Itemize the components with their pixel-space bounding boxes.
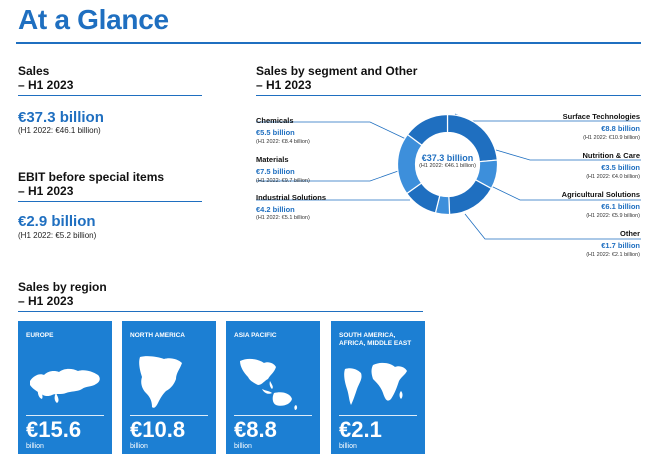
region-value: €15.6 bbox=[26, 417, 82, 442]
region-tile-south-america-africa-middle-east: SOUTH AMERICA, AFRICA, MIDDLE EAST €2.1 … bbox=[331, 321, 425, 454]
region-divider bbox=[130, 415, 208, 416]
segment-materials-prev: (H1 2022: €9.7 billion) bbox=[256, 178, 310, 184]
region-value: €10.8 bbox=[130, 417, 186, 442]
segments-period: – H1 2023 bbox=[256, 78, 312, 92]
sales-period: – H1 2023 bbox=[18, 78, 74, 92]
segment-surface-prev: (H1 2022: €10.9 billion) bbox=[583, 135, 640, 141]
donut-slice-chemicals bbox=[406, 113, 449, 147]
sales-heading: Sales bbox=[18, 64, 50, 78]
region-value: €2.1 bbox=[339, 417, 382, 442]
segments-heading: Sales by segment and Other bbox=[256, 64, 418, 78]
segment-materials-value: €7.5 billion bbox=[256, 167, 295, 176]
region-name: SOUTH AMERICA, AFRICA, MIDDLE EAST bbox=[339, 332, 412, 347]
connector-nutrition bbox=[495, 149, 641, 161]
sales-prev: (H1 2022: €46.1 billion) bbox=[18, 126, 101, 135]
region-unit: billion bbox=[339, 443, 357, 450]
ebit-heading: EBIT before special items bbox=[18, 170, 165, 184]
segments-rule bbox=[256, 95, 641, 96]
region-unit: billion bbox=[130, 443, 148, 450]
connector-materials bbox=[256, 169, 402, 182]
segment-surface-value: €8.8 billion bbox=[601, 124, 640, 133]
region-value: €8.8 bbox=[234, 417, 277, 442]
region-divider bbox=[339, 415, 417, 416]
segment-other-value: €1.7 billion bbox=[601, 241, 640, 250]
segment-industrial-name: Industrial Solutions bbox=[256, 193, 327, 202]
region-divider bbox=[234, 415, 312, 416]
segment-agricultural-name: Agricultural Solutions bbox=[561, 190, 640, 199]
sales-value: €37.3 billion bbox=[18, 109, 104, 126]
connector-chemicals bbox=[256, 121, 409, 141]
regions-rule bbox=[18, 311, 423, 312]
segment-donut bbox=[396, 113, 499, 216]
ebit-period: – H1 2023 bbox=[18, 184, 74, 198]
segment-agricultural-value: €6.1 billion bbox=[601, 202, 640, 211]
region-unit: billion bbox=[234, 443, 252, 450]
segment-agricultural-prev: (H1 2022: €5.9 billion) bbox=[586, 213, 640, 219]
segment-nutrition-value: €3.5 billion bbox=[601, 163, 640, 172]
regions-period: – H1 2023 bbox=[18, 294, 74, 308]
segment-surface-name: Surface Technologies bbox=[562, 112, 640, 121]
segment-chemicals-prev: (H1 2022: €8.4 billion) bbox=[256, 139, 310, 145]
region-name: EUROPE bbox=[26, 332, 54, 339]
asia-pacific-map-icon bbox=[240, 358, 298, 410]
region-tile-north-america: NORTH AMERICA €10.8 billion bbox=[122, 321, 216, 454]
south-america-africa-map-icon bbox=[344, 362, 407, 405]
region-name: ASIA PACIFIC bbox=[234, 332, 277, 339]
connector-agricultural bbox=[490, 185, 641, 201]
connector-other bbox=[464, 213, 641, 240]
segment-other-prev: (H1 2022: €2.1 billion) bbox=[586, 252, 640, 258]
ebit-prev: (H1 2022: €5.2 billion) bbox=[18, 231, 97, 240]
donut-svg bbox=[396, 113, 499, 216]
donut-slice-agricultural-solutions bbox=[448, 179, 493, 216]
sales-rule bbox=[18, 95, 202, 96]
segment-industrial-value: €4.2 billion bbox=[256, 205, 295, 214]
segment-chemicals-name: Chemicals bbox=[256, 116, 294, 125]
region-unit: billion bbox=[26, 443, 44, 450]
segment-chemicals-value: €5.5 billion bbox=[256, 128, 295, 137]
region-tile-europe: EUROPE €15.6 billion bbox=[18, 321, 112, 454]
donut-center-prev: (H1 2022: €46.1 billion) bbox=[419, 163, 476, 169]
europe-map-icon bbox=[30, 368, 100, 403]
donut-center: €37.3 billion (H1 2022: €46.1 billion) bbox=[396, 153, 499, 169]
donut-center-value: €37.3 billion bbox=[421, 153, 474, 163]
segment-industrial-prev: (H1 2022: €5.1 billion) bbox=[256, 215, 310, 221]
segment-materials-name: Materials bbox=[256, 155, 289, 164]
regions-heading: Sales by region bbox=[18, 280, 107, 294]
ebit-value: €2.9 billion bbox=[18, 213, 96, 230]
region-name: NORTH AMERICA bbox=[130, 332, 186, 339]
segment-nutrition-prev: (H1 2022: €4.0 billion) bbox=[586, 174, 640, 180]
segment-nutrition-name: Nutrition & Care bbox=[582, 151, 640, 160]
page-title: At a Glance bbox=[18, 4, 169, 35]
north-america-map-icon bbox=[139, 356, 182, 408]
ebit-rule bbox=[18, 201, 202, 202]
title-rule bbox=[16, 42, 641, 44]
segment-other-name: Other bbox=[619, 229, 640, 238]
region-divider bbox=[26, 415, 104, 416]
region-tile-asia-pacific: ASIA PACIFIC €8.8 billion bbox=[226, 321, 320, 454]
